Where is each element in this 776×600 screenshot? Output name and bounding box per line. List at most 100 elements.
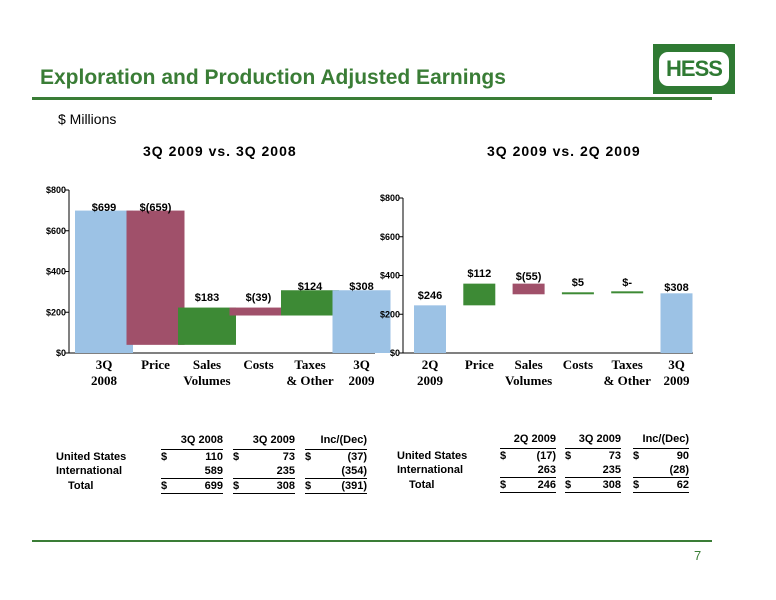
chart-bar bbox=[611, 291, 644, 294]
y-tick-label: $600 bbox=[380, 232, 400, 242]
table-row: United States $ 110 $ 73 $ (37) bbox=[56, 450, 367, 465]
table-cell: 73 bbox=[282, 451, 295, 463]
table-cell: 110 bbox=[205, 451, 223, 463]
category-label: Costs bbox=[563, 357, 593, 372]
table-cell: 263 bbox=[514, 463, 556, 478]
currency-symbol bbox=[500, 463, 514, 478]
row-label: United States bbox=[56, 450, 127, 463]
category-label: Taxes bbox=[612, 357, 643, 372]
page-title: Exploration and Production Adjusted Earn… bbox=[40, 66, 506, 89]
bar-data-label: $124 bbox=[298, 281, 323, 293]
chart-bar bbox=[332, 290, 391, 353]
y-tick-label: $200 bbox=[380, 309, 400, 319]
currency-symbol: $ bbox=[233, 478, 247, 494]
row-label: United States bbox=[397, 449, 468, 462]
table-cell: 246 bbox=[514, 477, 556, 493]
table-cell: 308 bbox=[579, 477, 621, 493]
currency-symbol bbox=[161, 464, 175, 479]
chart-title-right: 3Q 2009 vs. 2Q 2009 bbox=[487, 143, 641, 159]
bar-data-label: $246 bbox=[418, 290, 442, 302]
currency-symbol: $ bbox=[161, 451, 168, 463]
table-cell: 308 bbox=[247, 478, 295, 494]
bar-data-label: $699 bbox=[92, 202, 116, 214]
table-cell: 90 bbox=[676, 450, 689, 462]
chart-bar bbox=[414, 305, 446, 353]
bar-data-label: $112 bbox=[467, 268, 491, 280]
category-label: 3Q bbox=[96, 357, 113, 372]
category-label: 2009 bbox=[349, 373, 376, 388]
y-tick-label: $0 bbox=[390, 348, 400, 358]
table-cell: (17) bbox=[536, 450, 556, 462]
category-label: Taxes bbox=[294, 357, 325, 372]
currency-symbol bbox=[233, 464, 247, 479]
currency-symbol: $ bbox=[305, 451, 312, 463]
currency-symbol: $ bbox=[500, 450, 507, 462]
hess-logo: HESS bbox=[653, 44, 735, 94]
category-label: Sales bbox=[515, 357, 543, 372]
currency-symbol: $ bbox=[633, 450, 640, 462]
category-label: Costs bbox=[243, 357, 273, 372]
chart-bar bbox=[281, 290, 339, 316]
table-header-row: 2Q 2009 3Q 2009 Inc/(Dec) bbox=[397, 432, 689, 449]
table-col-header: 3Q 2008 bbox=[161, 433, 223, 450]
logo-text: HESS bbox=[666, 56, 723, 81]
category-label: 3Q bbox=[353, 357, 370, 372]
table-row: International 589 235 (354) bbox=[56, 464, 367, 479]
bar-data-label: $- bbox=[622, 277, 632, 289]
table-col-header: 3Q 2009 bbox=[565, 432, 621, 449]
table-col-header: Inc/(Dec) bbox=[305, 433, 367, 450]
currency-symbol: $ bbox=[565, 450, 572, 462]
currency-symbol: $ bbox=[565, 477, 579, 493]
category-label: Volumes bbox=[505, 373, 552, 388]
units-subtitle: $ Millions bbox=[58, 111, 117, 127]
category-label: Price bbox=[141, 357, 170, 372]
table-cell: (391) bbox=[319, 478, 367, 494]
currency-symbol: $ bbox=[633, 477, 647, 493]
chart-bar bbox=[75, 210, 133, 353]
chart-bar bbox=[126, 210, 185, 345]
category-label: Price bbox=[465, 357, 494, 372]
table-cell: (354) bbox=[319, 464, 367, 479]
category-label: & Other bbox=[604, 373, 652, 388]
title-divider bbox=[32, 97, 712, 100]
category-label: 2009 bbox=[417, 373, 444, 388]
bar-data-label: $308 bbox=[664, 282, 688, 294]
currency-symbol: $ bbox=[161, 478, 175, 494]
row-label: International bbox=[397, 464, 464, 477]
y-tick-label: $400 bbox=[46, 267, 66, 277]
footer-divider bbox=[32, 540, 712, 542]
currency-symbol bbox=[565, 463, 579, 478]
table-row: International 263 235 (28) bbox=[397, 463, 689, 478]
table-cell: 235 bbox=[579, 463, 621, 478]
category-label: & Other bbox=[286, 373, 334, 388]
table-row: United States $ (17) $ 73 $ 90 bbox=[397, 449, 689, 464]
category-label: 2Q bbox=[422, 357, 439, 372]
currency-symbol bbox=[305, 464, 319, 479]
bar-data-label: $(659) bbox=[140, 202, 172, 214]
earnings-table-right: 2Q 2009 3Q 2009 Inc/(Dec) United States … bbox=[397, 432, 689, 493]
table-cell: 62 bbox=[647, 477, 689, 493]
page-number: 7 bbox=[694, 548, 702, 563]
table-row: Total $ 246 $ 308 $ 62 bbox=[397, 477, 689, 493]
chart-title-left: 3Q 2009 vs. 3Q 2008 bbox=[143, 143, 297, 159]
row-label: International bbox=[56, 465, 123, 478]
table-cell: 73 bbox=[608, 450, 621, 462]
currency-symbol: $ bbox=[233, 451, 240, 463]
bar-data-label: $183 bbox=[195, 292, 219, 304]
table-header-row: 3Q 2008 3Q 2009 Inc/(Dec) bbox=[56, 433, 367, 450]
table-cell: (37) bbox=[347, 451, 367, 463]
category-label: 2009 bbox=[664, 373, 691, 388]
category-label: Sales bbox=[193, 357, 221, 372]
table-col-header: Inc/(Dec) bbox=[633, 432, 689, 449]
y-tick-label: $400 bbox=[380, 271, 400, 281]
chart-bar bbox=[561, 292, 594, 295]
logo-inner: HESS bbox=[659, 52, 729, 86]
currency-symbol: $ bbox=[500, 477, 514, 493]
category-label: Volumes bbox=[183, 373, 230, 388]
chart-bar bbox=[463, 283, 496, 306]
bar-data-label: $5 bbox=[572, 277, 584, 289]
currency-symbol: $ bbox=[305, 478, 319, 494]
chart-bar bbox=[512, 283, 545, 295]
